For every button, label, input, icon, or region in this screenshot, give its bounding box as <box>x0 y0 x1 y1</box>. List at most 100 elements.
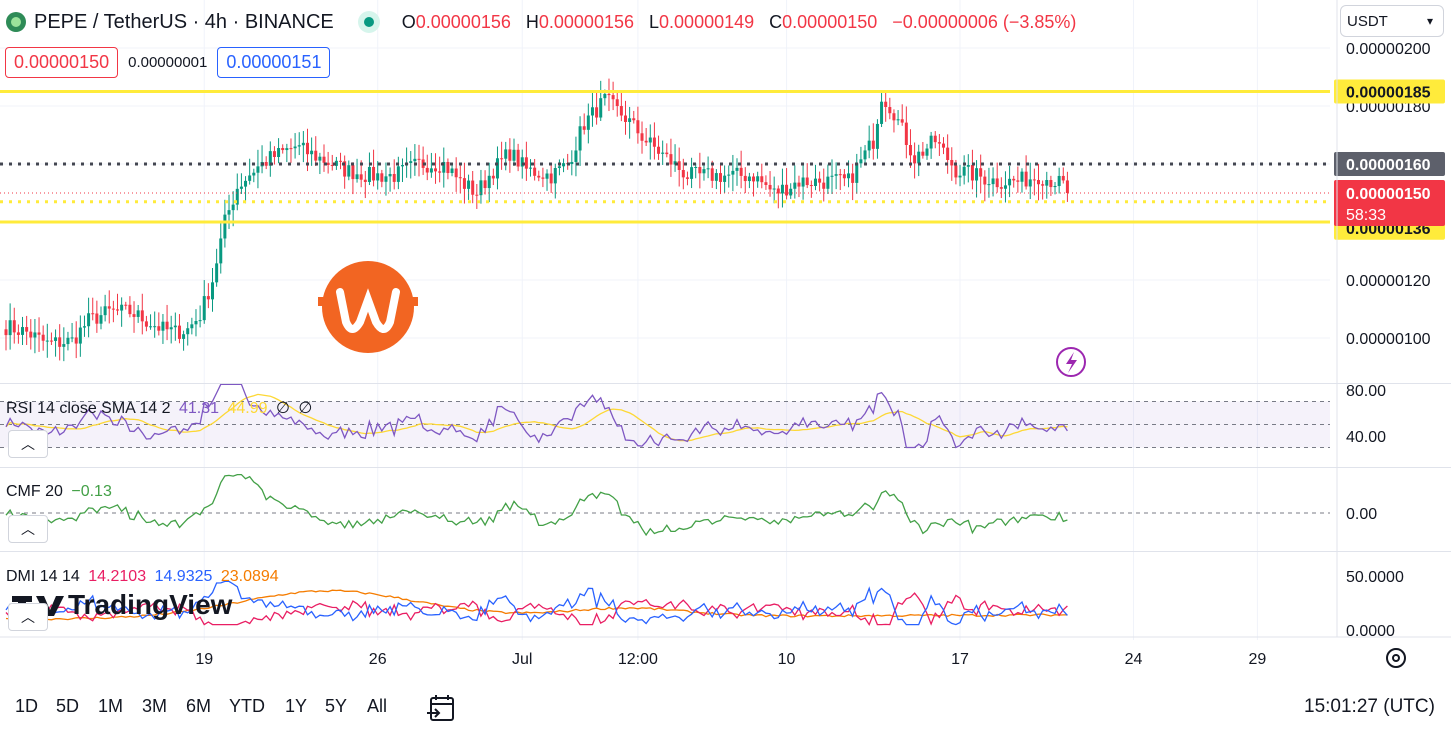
candle-body <box>305 142 309 155</box>
calendar-goto-icon[interactable] <box>425 694 459 724</box>
candle-body <box>760 176 764 183</box>
candle-body <box>553 168 557 184</box>
currency-select[interactable]: USDT ▾ <box>1340 5 1444 37</box>
candle-body <box>822 182 826 189</box>
candle-body <box>1053 186 1057 188</box>
candle-body <box>78 327 82 344</box>
ohlc-values: O0.00000156 H0.00000156 L0.00000149 C0.0… <box>401 11 1077 32</box>
candle-body <box>950 159 954 166</box>
range-all-button[interactable]: All <box>367 696 388 716</box>
rsi-axis-tick: 40.00 <box>1346 429 1386 446</box>
candle-body <box>161 321 165 331</box>
range-6m-button[interactable]: 6M <box>186 696 212 716</box>
rsi-line <box>5 383 1068 449</box>
candle-body <box>1016 180 1020 182</box>
pane-divider-dmi[interactable] <box>0 551 1451 552</box>
dmi-plus-value: 14.9325 <box>154 568 213 585</box>
candle-body <box>314 150 318 161</box>
candle-body <box>186 328 190 335</box>
pane-divider-cmf[interactable] <box>0 467 1451 468</box>
candle-body <box>619 106 623 116</box>
range-1d-button[interactable]: 1D <box>15 696 39 716</box>
candle-body <box>570 161 574 165</box>
logo-bar <box>404 297 418 306</box>
range-5d-button[interactable]: 5D <box>56 696 80 716</box>
candle-body <box>685 177 689 179</box>
candle-body <box>231 204 235 211</box>
candle-body <box>607 93 611 96</box>
candle-body <box>999 187 1003 189</box>
candle-body <box>516 149 520 167</box>
candle-body <box>595 107 599 118</box>
cmf-collapse-button[interactable]: ︿ <box>8 515 48 543</box>
symbol-title[interactable]: PEPE / TetherUS · 4h · BINANCE <box>34 10 334 33</box>
range-3m-button[interactable]: 3M <box>142 696 168 716</box>
candle-body <box>946 147 950 160</box>
candle-body <box>277 148 281 158</box>
range-5y-button[interactable]: 5Y <box>325 696 348 716</box>
rsi-title[interactable]: RSI 14 close SMA 14 2 <box>6 400 171 417</box>
dmi-collapse-button[interactable]: ︿ <box>8 603 48 631</box>
candle-body <box>1065 180 1069 193</box>
chart-canvas[interactable]: 0.000002000.000001800.000001200.00000100… <box>0 0 1451 680</box>
range-ytd-button[interactable]: YTD <box>229 696 265 716</box>
candle-body <box>983 176 987 185</box>
candle-body <box>743 175 747 182</box>
candle-body <box>29 331 33 338</box>
candle-body <box>842 174 846 179</box>
candle-body <box>219 238 223 264</box>
candle-body <box>838 174 842 176</box>
range-1y-button[interactable]: 1Y <box>285 696 308 716</box>
price-tag-bg <box>1334 79 1445 104</box>
candle-body <box>343 161 347 177</box>
candle-body <box>702 169 706 174</box>
candle-body <box>91 313 95 315</box>
pane-divider-rsi[interactable] <box>0 383 1451 384</box>
rsi-collapse-button[interactable]: ︿ <box>8 430 48 458</box>
buy-sell-panel: 0.00000150 0.00000001 0.00000151 <box>5 47 331 78</box>
candle-body <box>727 174 731 176</box>
cmf-title[interactable]: CMF 20 <box>6 483 63 500</box>
candle-body <box>95 313 99 324</box>
cmf-legend: CMF 20 −0.13 <box>6 483 116 501</box>
candle-body <box>615 99 619 107</box>
candle-body <box>756 176 760 182</box>
candle-body <box>339 160 343 162</box>
time-axis-label: 19 <box>195 651 213 668</box>
candle-body <box>12 320 16 333</box>
candle-body <box>248 175 252 181</box>
candle-body <box>272 151 276 158</box>
candle-body <box>813 178 817 186</box>
candle-body <box>690 167 694 179</box>
candle-body <box>351 165 355 180</box>
candle-body <box>624 115 627 122</box>
chevron-down-icon: ▾ <box>1426 14 1433 28</box>
range-1m-button[interactable]: 1M <box>98 696 124 716</box>
spread-value: 0.00000001 <box>128 54 208 71</box>
candle-body <box>301 142 305 146</box>
dmi-minus-value: 14.2103 <box>88 568 147 585</box>
sell-button[interactable]: 0.00000150 <box>5 47 119 78</box>
market-status-icon[interactable] <box>357 11 380 33</box>
candle-body <box>376 173 380 181</box>
gear-icon[interactable] <box>1386 648 1406 668</box>
candle-body <box>21 327 25 335</box>
rsi-empty-1: ∅ <box>275 400 290 417</box>
candle-body <box>925 148 929 156</box>
candle-body <box>211 282 214 300</box>
candle-body <box>169 327 173 330</box>
candle-body <box>991 178 995 185</box>
candle-body <box>355 174 359 180</box>
buy-button[interactable]: 0.00000151 <box>217 47 331 78</box>
candle-body <box>718 173 722 182</box>
candle-body <box>913 155 917 164</box>
utc-clock[interactable]: 15:01:27 (UTC) <box>1304 696 1435 717</box>
last-price-label: 0.00000150 <box>1346 186 1431 203</box>
candle-body <box>198 320 202 322</box>
candle-body <box>1061 175 1065 181</box>
candle-body <box>599 98 603 118</box>
dmi-title[interactable]: DMI 14 14 <box>6 568 80 585</box>
candle-body <box>409 161 413 164</box>
candle-body <box>847 173 851 179</box>
candle-body <box>710 168 714 181</box>
